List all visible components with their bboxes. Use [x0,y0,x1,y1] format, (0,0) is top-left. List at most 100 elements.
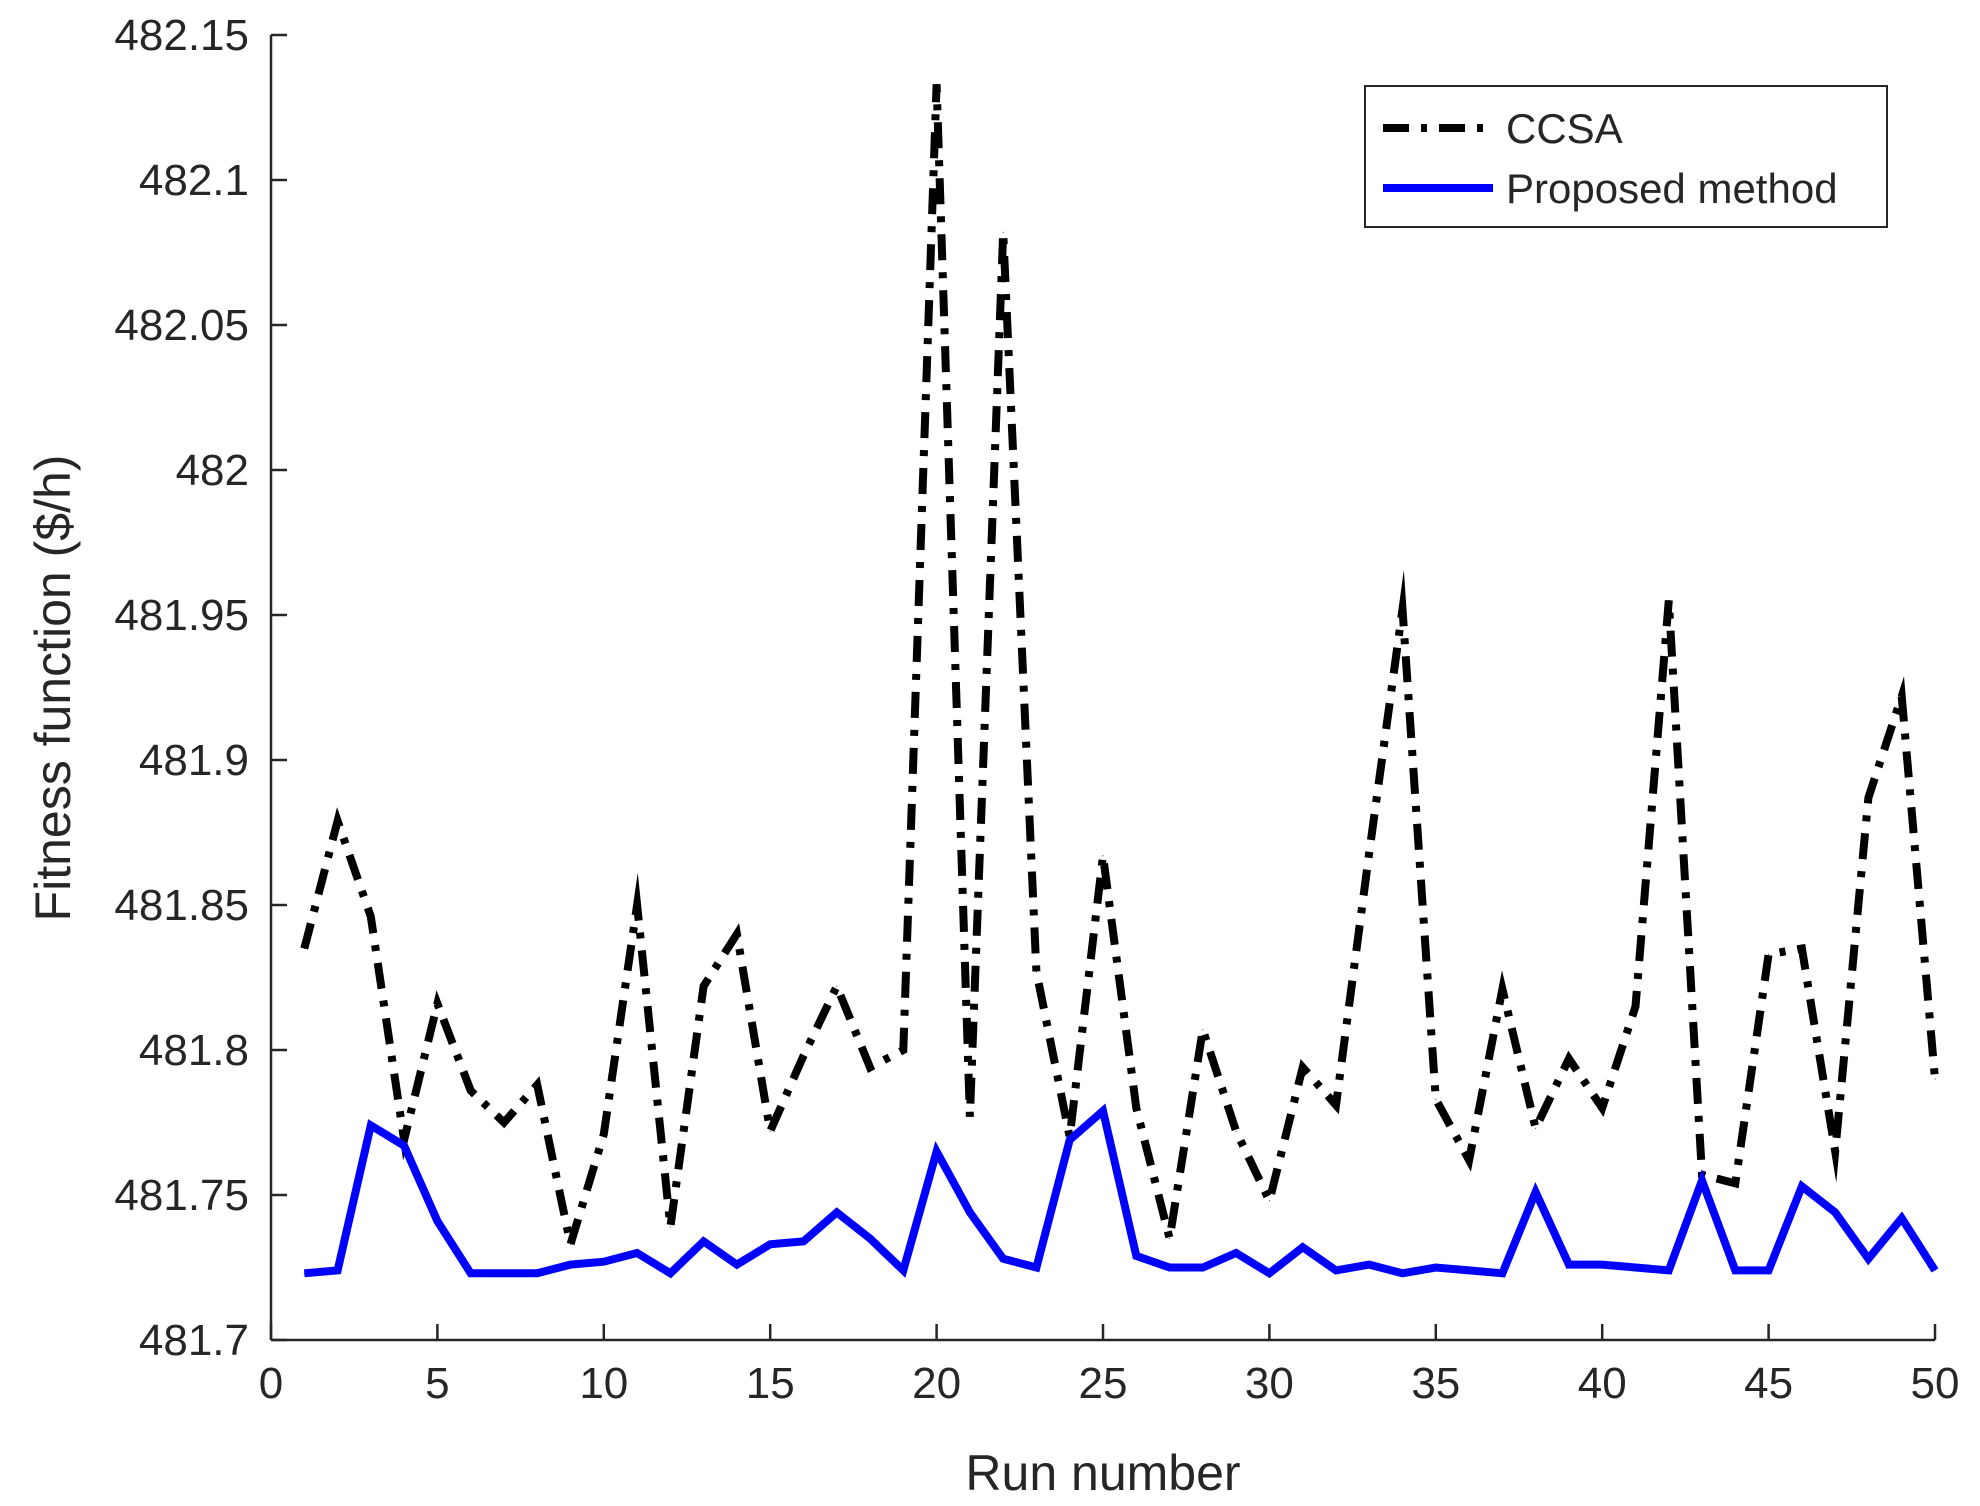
data-point [337,1269,339,1271]
data-point [902,1049,904,1051]
y-tick-label: 481.75 [114,1171,249,1220]
data-point [337,820,339,822]
data-point [403,1139,405,1141]
data-point [736,1264,738,1266]
data-point [836,1211,838,1213]
data-point [1834,1211,1836,1213]
data-point [703,985,705,987]
x-tick-label: 15 [746,1359,795,1408]
data-point [503,1272,505,1274]
x-tick-label: 25 [1079,1359,1128,1408]
legend: CCSA Proposed method [1364,85,1888,228]
data-point [1402,1272,1404,1274]
x-tick-label: 40 [1578,1359,1627,1408]
data-point [1801,1185,1803,1187]
data-point [1601,1264,1603,1266]
data-point [1069,1139,1071,1141]
data-point [1734,1269,1736,1271]
y-tick-label: 481.7 [139,1316,249,1365]
data-point [802,1055,804,1057]
x-tick-label: 35 [1411,1359,1460,1408]
data-point [1235,1252,1237,1254]
data-point [1169,1238,1171,1239]
data-point [1302,1066,1304,1068]
y-tick-label: 482.1 [139,156,249,205]
x-tick-label: 30 [1245,1359,1294,1408]
data-point [1934,1269,1936,1271]
data-point [1302,1246,1304,1248]
data-point [1035,1267,1037,1268]
data-point [1934,1078,1936,1080]
series-line-proposed-method [303,1103,1939,1279]
data-point [536,1272,538,1274]
y-tick-label: 482.15 [114,11,249,60]
data-point [802,1240,804,1242]
data-point [936,1151,938,1152]
y-tick-label: 481.9 [139,736,249,785]
legend-label-proposed: Proposed method [1506,165,1838,212]
data-point [869,1066,871,1068]
data-point [370,1124,372,1126]
data-point [1035,971,1037,973]
data-point [470,1272,472,1274]
data-point [1368,1264,1370,1266]
data-point [1202,1029,1204,1031]
data-point [303,948,305,949]
data-point [1169,1267,1171,1268]
data-point [303,1272,305,1274]
x-tick-label: 20 [912,1359,961,1408]
data-point [836,985,838,987]
data-point [703,1240,705,1242]
data-point [1202,1267,1204,1268]
data-point [470,1090,472,1092]
data-point [1368,852,1370,854]
ticks-layer: 0 5 10 15 20 25 30 35 40 45 50 481.7 481.75 481.8 481.… [114,11,1959,1408]
data-point [1235,1130,1237,1132]
data-point [1268,1272,1270,1274]
legend-label-ccsa: CCSA [1506,105,1623,152]
data-point [503,1122,505,1123]
data-point [603,1133,605,1135]
series-line-ccsa [300,84,1939,1261]
y-tick-label: 482.05 [114,301,249,350]
x-tick-label: 0 [259,1359,283,1408]
data-point [1501,988,1503,990]
data-point [969,1211,971,1213]
data-point [1701,1180,1703,1181]
x-tick-label: 5 [425,1359,449,1408]
y-tick-label: 482 [176,446,249,495]
data-point [936,83,938,85]
y-tick-label: 481.95 [114,591,249,640]
data-point [1535,1191,1537,1193]
data-point [1102,855,1104,857]
data-point [636,904,638,906]
data-point [1135,1107,1137,1109]
data-point [636,1252,638,1254]
data-point [1768,1269,1770,1271]
data-point [570,1264,572,1266]
data-point [1435,1098,1437,1100]
data-point [1568,1264,1570,1266]
data-point [1768,953,1770,955]
legend-box [1364,85,1888,228]
data-point [969,1116,971,1118]
data-point [1135,1255,1137,1257]
series-layer [300,83,1939,1279]
x-tick-label: 10 [579,1359,628,1408]
data-point [1867,797,1869,799]
data-point [1402,608,1404,610]
y-axis-title: Fitness function ($/h) [25,455,81,922]
data-point [1634,1267,1636,1268]
data-point [1901,1217,1903,1219]
data-point [1634,1006,1636,1007]
y-tick-label: 481.8 [139,1026,249,1075]
data-point [1335,1104,1337,1106]
data-point [669,1226,671,1228]
data-point [1535,1127,1537,1129]
data-point [1002,231,1004,233]
data-point [1468,1269,1470,1271]
data-point [1734,1182,1736,1184]
data-point [1268,1200,1270,1202]
data-point [1668,600,1670,601]
